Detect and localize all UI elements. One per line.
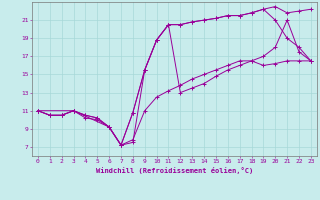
X-axis label: Windchill (Refroidissement éolien,°C): Windchill (Refroidissement éolien,°C) bbox=[96, 167, 253, 174]
